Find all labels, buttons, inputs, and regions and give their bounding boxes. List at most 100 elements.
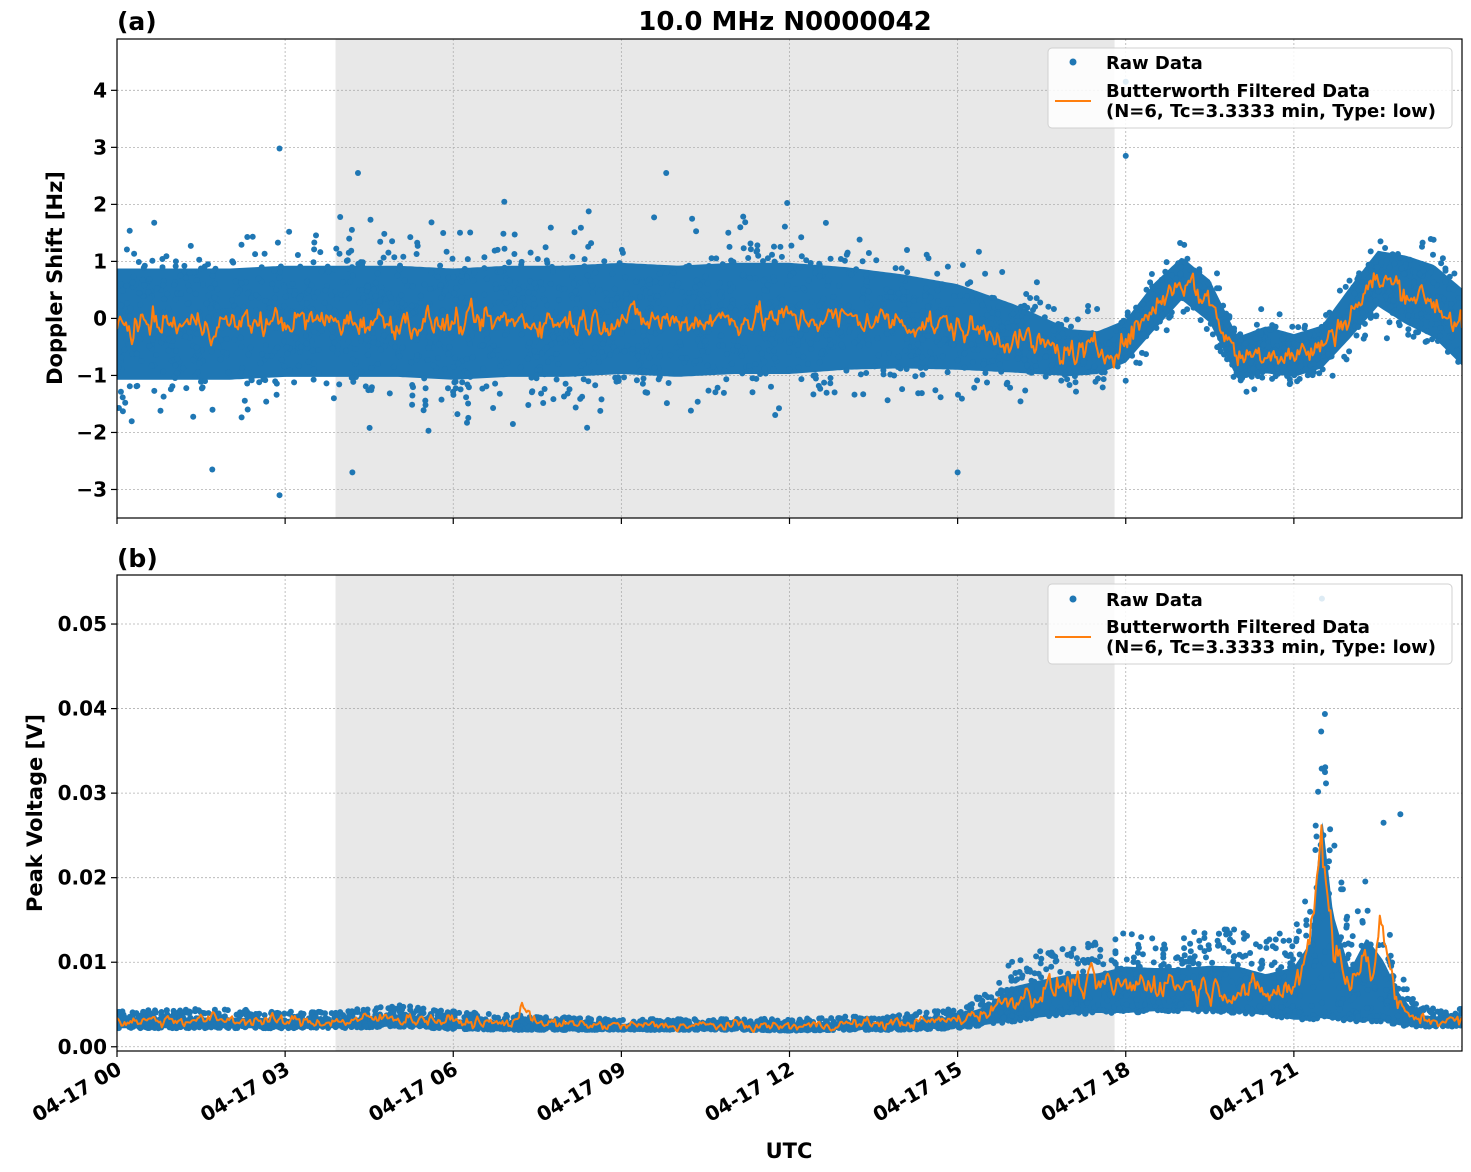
raw-data-point — [465, 400, 472, 407]
raw-data-point — [544, 302, 550, 309]
raw-data-point — [539, 286, 546, 293]
raw-data-point — [651, 364, 658, 371]
raw-data-point — [944, 263, 951, 270]
raw-data-point — [1439, 255, 1446, 262]
raw-data-point — [1276, 930, 1283, 937]
raw-data-point — [458, 294, 465, 301]
raw-data-point — [165, 347, 172, 354]
raw-data-point — [779, 296, 785, 303]
raw-data-point — [186, 270, 193, 276]
raw-data-point — [485, 1011, 492, 1017]
raw-data-point — [453, 285, 460, 292]
raw-data-point — [984, 312, 991, 319]
raw-data-point — [771, 355, 778, 362]
raw-data-outlier — [354, 170, 361, 177]
raw-data-point — [1442, 278, 1449, 285]
raw-data-point — [1309, 372, 1316, 379]
raw-data-point — [619, 249, 626, 256]
raw-data-point — [409, 382, 416, 388]
raw-data-point — [244, 380, 251, 387]
raw-data-point — [222, 1022, 229, 1029]
raw-data-point — [182, 333, 189, 340]
raw-data-point — [214, 303, 221, 310]
raw-data-point — [762, 370, 769, 377]
raw-data-point — [702, 337, 709, 344]
raw-data-point — [787, 273, 794, 279]
raw-data-point — [764, 255, 771, 262]
raw-data-point — [1243, 388, 1250, 395]
raw-data-point — [1028, 1015, 1035, 1022]
raw-data-point — [1258, 959, 1265, 966]
raw-data-point — [133, 350, 140, 357]
raw-data-point — [1355, 324, 1362, 330]
raw-data-point — [274, 239, 281, 246]
raw-data-point — [702, 273, 709, 280]
raw-data-point — [704, 292, 711, 299]
raw-data-point — [538, 390, 545, 397]
raw-data-point — [1446, 273, 1453, 280]
raw-data-point — [1398, 308, 1405, 315]
raw-data-point — [1445, 339, 1452, 345]
raw-data-point — [1297, 363, 1304, 370]
raw-data-point — [303, 332, 309, 339]
raw-data-point — [1319, 907, 1325, 914]
raw-data-point — [1050, 306, 1057, 312]
raw-data-point — [1323, 312, 1329, 318]
raw-data-point — [1373, 258, 1379, 265]
raw-data-point — [271, 294, 278, 301]
raw-data-point — [288, 308, 295, 315]
raw-data-point — [768, 383, 774, 390]
raw-data-point — [1298, 358, 1304, 365]
raw-data-point — [1187, 948, 1194, 955]
raw-data-point — [603, 296, 610, 303]
raw-data-point — [892, 265, 899, 272]
raw-data-point — [237, 369, 244, 376]
raw-data-point — [922, 292, 929, 299]
raw-data-point — [999, 987, 1006, 994]
raw-data-point — [1367, 941, 1374, 948]
raw-data-point — [153, 352, 160, 358]
raw-data-point — [328, 292, 335, 299]
raw-data-point — [167, 310, 174, 317]
raw-data-point — [1349, 933, 1356, 940]
raw-data-point — [422, 385, 429, 392]
raw-data-point — [276, 274, 283, 281]
raw-data-point — [1418, 260, 1425, 267]
raw-data-point — [539, 350, 545, 357]
raw-data-point — [127, 313, 133, 320]
raw-data-point — [681, 305, 688, 312]
raw-data-point — [1303, 932, 1310, 939]
raw-data-point — [1253, 321, 1260, 328]
raw-data-point — [679, 289, 686, 296]
raw-data-point — [1110, 336, 1117, 343]
raw-data-point — [1084, 369, 1091, 376]
raw-data-point — [663, 400, 670, 407]
raw-data-point — [1162, 945, 1169, 952]
raw-data-point — [1014, 317, 1021, 324]
raw-data-point — [699, 348, 706, 355]
raw-data-point — [1405, 331, 1412, 338]
raw-data-point — [1181, 935, 1187, 942]
raw-data-point — [397, 262, 403, 269]
raw-data-point — [950, 315, 957, 322]
raw-data-point — [1081, 335, 1088, 342]
raw-data-point — [757, 371, 764, 377]
raw-data-point — [399, 344, 406, 351]
raw-data-point — [1430, 279, 1437, 286]
raw-data-point — [986, 305, 992, 312]
raw-data-point — [364, 283, 371, 290]
raw-data-point — [812, 372, 819, 379]
raw-data-point — [1321, 711, 1328, 717]
raw-data-point — [531, 280, 538, 287]
raw-data-point — [996, 979, 1003, 986]
raw-data-point — [262, 377, 269, 384]
raw-data-point — [157, 407, 164, 414]
raw-data-point — [1133, 996, 1140, 1003]
raw-data-point — [1311, 952, 1318, 959]
raw-data-point — [200, 281, 206, 288]
raw-data-point — [1114, 363, 1121, 370]
raw-data-point — [437, 282, 444, 289]
raw-data-point — [1139, 349, 1145, 356]
raw-data-point — [468, 322, 474, 329]
raw-data-point — [898, 265, 905, 272]
